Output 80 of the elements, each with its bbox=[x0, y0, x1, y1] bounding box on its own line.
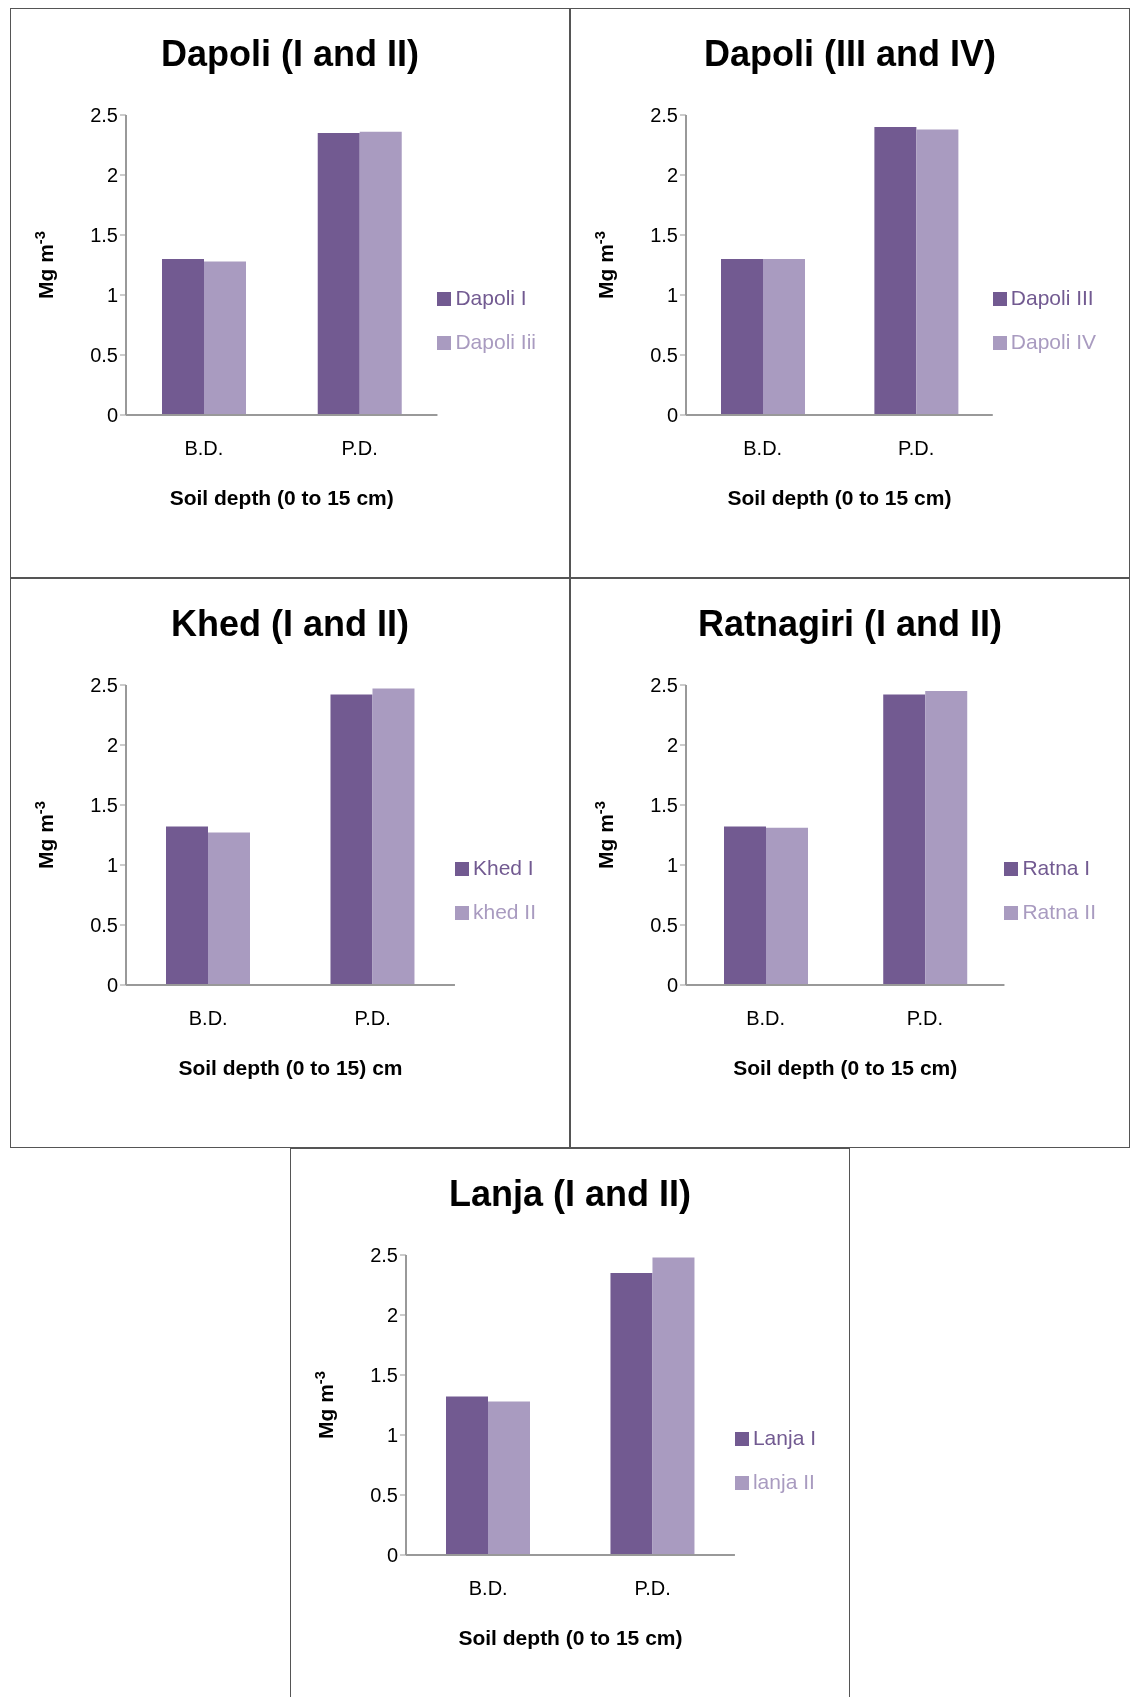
bar bbox=[925, 691, 968, 985]
legend-label: Ratna I bbox=[1022, 856, 1091, 879]
bar bbox=[874, 127, 917, 415]
x-tick-label: P.D. bbox=[341, 437, 378, 460]
x-tick-label: P.D. bbox=[634, 1577, 671, 1600]
bar bbox=[166, 826, 208, 985]
x-tick-label: B.D. bbox=[184, 437, 224, 460]
bar bbox=[162, 259, 204, 415]
legend-label: Dapoli III bbox=[1010, 286, 1094, 309]
y-tick-label: 1 bbox=[106, 854, 118, 877]
bar bbox=[763, 259, 805, 415]
legend-label: Dapoli I bbox=[455, 286, 527, 309]
x-axis-title: Soil depth (0 to 15 cm) bbox=[169, 486, 394, 509]
x-axis-title: Soil depth (0 to 15 cm) bbox=[727, 486, 952, 509]
y-tick-label: 1.5 bbox=[90, 224, 118, 247]
bar bbox=[610, 1273, 653, 1555]
x-axis-title: Soil depth (0 to 15) cm bbox=[178, 1056, 403, 1079]
y-tick-label: 0.5 bbox=[90, 914, 118, 937]
chart-title: Ratnagiri (I and II) bbox=[697, 603, 1003, 645]
legend-label: Dapoli IV bbox=[1010, 330, 1096, 353]
y-tick-label: 0.5 bbox=[370, 1484, 398, 1507]
y-tick-label: 0 bbox=[666, 404, 678, 427]
legend-label: Khed I bbox=[472, 856, 534, 879]
y-tick-label: 0.5 bbox=[650, 914, 678, 937]
bar bbox=[652, 1257, 695, 1555]
bar bbox=[317, 133, 360, 415]
y-tick-label: 0 bbox=[386, 1544, 398, 1567]
bar bbox=[204, 261, 246, 415]
y-tick-label: 2.5 bbox=[650, 104, 678, 127]
chart-title: Lanja (I and II) bbox=[448, 1173, 692, 1215]
x-axis-title: Soil depth (0 to 15 cm) bbox=[733, 1056, 958, 1079]
chart-title: Dapoli (I and II) bbox=[160, 33, 420, 75]
bar bbox=[488, 1401, 530, 1555]
legend-label: khed II bbox=[472, 900, 536, 923]
bar bbox=[724, 826, 766, 985]
legend-label: lanja II bbox=[752, 1470, 815, 1493]
y-tick-label: 2 bbox=[386, 1304, 398, 1327]
x-tick-label: P.D. bbox=[906, 1007, 943, 1030]
x-tick-label: B.D. bbox=[188, 1007, 228, 1030]
y-tick-label: 1 bbox=[666, 284, 678, 307]
x-tick-label: B.D. bbox=[468, 1577, 508, 1600]
y-tick-label: 2.5 bbox=[370, 1244, 398, 1267]
y-tick-label: 0.5 bbox=[90, 344, 118, 367]
bar bbox=[721, 259, 763, 415]
y-tick-label: 2.5 bbox=[90, 104, 118, 127]
bar bbox=[883, 694, 926, 985]
bar bbox=[359, 131, 402, 415]
x-tick-label: B.D. bbox=[743, 437, 783, 460]
y-tick-label: 1.5 bbox=[370, 1364, 398, 1387]
x-tick-label: P.D. bbox=[897, 437, 935, 460]
y-tick-label: 1.5 bbox=[650, 224, 678, 247]
chart-title: Dapoli (III and IV) bbox=[703, 33, 997, 75]
x-axis-title: Soil depth (0 to 15 cm) bbox=[458, 1626, 683, 1649]
x-tick-label: P.D. bbox=[354, 1007, 391, 1030]
bar bbox=[916, 129, 959, 415]
bar bbox=[766, 827, 808, 985]
y-tick-label: 2 bbox=[106, 734, 118, 757]
y-tick-label: 0 bbox=[106, 404, 118, 427]
y-tick-label: 2 bbox=[106, 164, 118, 187]
x-tick-label: B.D. bbox=[746, 1007, 786, 1030]
y-tick-label: 1 bbox=[106, 284, 118, 307]
y-tick-label: 2 bbox=[666, 164, 678, 187]
legend-label: Ratna II bbox=[1022, 900, 1096, 923]
y-tick-label: 1.5 bbox=[650, 794, 678, 817]
bar bbox=[330, 694, 373, 985]
y-tick-label: 1 bbox=[666, 854, 678, 877]
y-tick-label: 0 bbox=[106, 974, 118, 997]
legend-label: Lanja I bbox=[752, 1426, 816, 1449]
y-tick-label: 1.5 bbox=[90, 794, 118, 817]
bar bbox=[372, 688, 415, 985]
y-tick-label: 2 bbox=[666, 734, 678, 757]
y-tick-label: 1 bbox=[386, 1424, 398, 1447]
y-tick-label: 2.5 bbox=[90, 674, 118, 697]
legend-label: Dapoli Iii bbox=[455, 330, 536, 353]
y-tick-label: 2.5 bbox=[650, 674, 678, 697]
bar bbox=[208, 832, 250, 985]
chart-title: Khed (I and II) bbox=[170, 603, 410, 645]
y-tick-label: 0 bbox=[666, 974, 678, 997]
y-tick-label: 0.5 bbox=[650, 344, 678, 367]
bar bbox=[446, 1396, 488, 1555]
